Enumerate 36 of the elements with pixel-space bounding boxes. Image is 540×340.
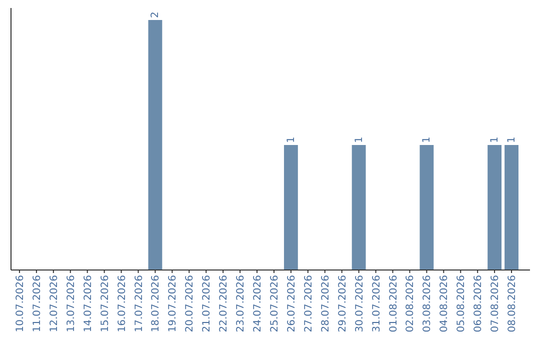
data-label: 1 — [286, 136, 297, 143]
x-tick-label: 12.07.2026 — [48, 275, 60, 332]
x-tick-label: 26.07.2026 — [286, 275, 298, 332]
x-tick-label: 15.07.2026 — [100, 275, 111, 332]
x-tick-label: 30.07.2026 — [354, 275, 366, 332]
x-tick-label: 25.07.2026 — [269, 275, 280, 332]
x-tick-label: 01.08.2026 — [388, 275, 400, 332]
data-label: 1 — [354, 136, 365, 143]
x-tick-label: 18.07.2026 — [150, 275, 162, 332]
x-tick-label: 20.07.2026 — [184, 275, 196, 332]
x-tick-label: 06.08.2026 — [473, 275, 484, 332]
x-tick-label: 23.07.2026 — [236, 275, 247, 332]
x-tick-label: 04.08.2026 — [439, 275, 450, 332]
data-label: 2 — [150, 12, 162, 18]
x-tick-label: 27.07.2026 — [303, 275, 314, 332]
x-tick-label: 03.08.2026 — [422, 275, 434, 332]
x-tick-label: 28.07.2026 — [320, 275, 332, 332]
data-label: 1 — [422, 136, 433, 143]
x-tick-label: 29.07.2026 — [337, 275, 348, 332]
x-tick-label: 21.07.2026 — [202, 275, 213, 332]
x-tick-label: 14.07.2026 — [82, 275, 94, 332]
x-tick-label: 22.07.2026 — [218, 275, 230, 332]
x-tick-label: 11.07.2026 — [32, 275, 43, 332]
data-label: 1 — [490, 136, 501, 143]
x-tick-label: 10.07.2026 — [14, 275, 26, 332]
x-tick-label: 08.08.2026 — [507, 275, 518, 332]
x-tick-label: 31.07.2026 — [371, 275, 382, 332]
x-tick-label: 24.07.2026 — [252, 275, 264, 332]
data-label: 1 — [506, 136, 518, 143]
x-tick-label: 07.08.2026 — [490, 275, 502, 332]
x-tick-label: 19.07.2026 — [168, 275, 179, 332]
x-tick-label: 13.07.2026 — [66, 275, 77, 332]
x-tick-label: 05.08.2026 — [456, 275, 468, 332]
x-tick-label: 02.08.2026 — [405, 275, 416, 332]
x-tick-label: 16.07.2026 — [116, 275, 128, 332]
x-tick-label: 17.07.2026 — [134, 275, 145, 332]
